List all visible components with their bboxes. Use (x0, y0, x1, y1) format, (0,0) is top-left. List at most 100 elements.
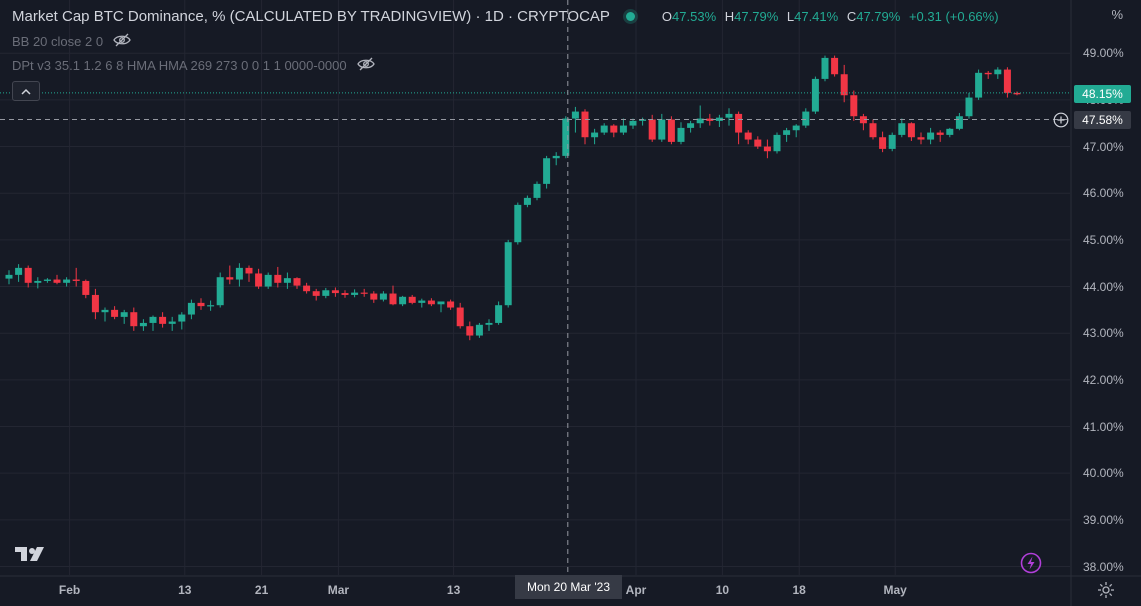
candle-body (255, 273, 263, 287)
candle (303, 282, 311, 294)
close-value: 47.79% (856, 9, 901, 24)
candle-body (715, 117, 723, 121)
candle (207, 300, 215, 311)
candle (514, 202, 522, 245)
candle (485, 319, 493, 331)
candle-body (475, 324, 483, 336)
crosshair-date-label: Mon 20 Mar '23 (515, 575, 622, 599)
candle (120, 309, 128, 324)
candle-body (149, 316, 157, 323)
gear-icon[interactable] (1097, 581, 1115, 604)
candle-body (898, 123, 906, 135)
candle-body (437, 301, 445, 305)
candle (187, 299, 195, 320)
candle (437, 301, 445, 313)
open-value: 47.53% (672, 9, 717, 24)
candle-body (283, 278, 291, 283)
candle (331, 287, 339, 297)
candle-body (168, 321, 176, 324)
candle-body (927, 132, 935, 140)
bolt-icon[interactable] (1020, 552, 1042, 579)
x-tick-label: 21 (254, 583, 269, 597)
candle-body (5, 274, 13, 279)
candle (648, 114, 656, 142)
candle-body (111, 309, 119, 317)
candle (869, 119, 877, 140)
candle-body (24, 267, 32, 283)
candle-body (101, 309, 109, 313)
candle-body (831, 57, 839, 75)
candle (130, 307, 138, 331)
eye-off-icon[interactable] (113, 33, 131, 50)
candle (149, 315, 157, 331)
indicator-bb[interactable]: BB 20 close 2 0 (12, 33, 131, 50)
candle (898, 118, 906, 138)
candle (687, 120, 695, 133)
candle (43, 278, 51, 283)
candle-body (955, 116, 963, 129)
eye-off-icon[interactable] (356, 57, 375, 74)
candle-body (907, 123, 915, 138)
candle (811, 76, 819, 114)
candle-body (571, 111, 579, 119)
candle (351, 289, 359, 298)
grid (0, 0, 1070, 575)
candle-body (341, 293, 349, 295)
candle-body (735, 113, 743, 133)
y-tick-label: 45.00% (1083, 232, 1124, 247)
candle-body (264, 274, 272, 287)
candle-body (418, 300, 426, 303)
candle-body (552, 155, 560, 159)
candle (571, 106, 579, 133)
open-label: O (661, 9, 673, 24)
candle (850, 90, 858, 121)
candle-body (399, 296, 407, 305)
ohlc-readout: O47.53% H47.79% L47.41% C47.79% +0.31 (+… (657, 9, 999, 24)
plus-circle-icon[interactable] (1053, 112, 1069, 128)
collapse-legend-button[interactable] (12, 81, 40, 101)
candle (72, 267, 80, 287)
candle (408, 294, 416, 305)
candle (763, 139, 771, 159)
candle-body (629, 120, 637, 126)
scale-unit[interactable]: % (1111, 7, 1123, 22)
candle-body (965, 97, 973, 117)
candle (255, 268, 263, 289)
candle-body (744, 132, 752, 140)
candle-body (408, 296, 416, 303)
candle-body (696, 118, 704, 124)
candle (658, 113, 666, 142)
candle (917, 132, 925, 145)
candle (418, 298, 426, 308)
candle (322, 287, 330, 299)
x-tick-label: 13 (178, 583, 192, 597)
indicator-dpt[interactable]: DPt v3 35.1 1.2 6 8 HMA HMA 269 273 0 0 … (12, 57, 375, 74)
candle (715, 114, 723, 127)
candle (543, 155, 551, 189)
candle-body (216, 277, 224, 306)
candle-body (322, 290, 330, 296)
tradingview-logo-icon[interactable] (15, 545, 45, 568)
candle (427, 298, 435, 307)
candle (293, 277, 301, 289)
market-status-dot-icon (625, 12, 635, 21)
candle (139, 319, 147, 331)
candle-body (389, 293, 397, 305)
candle-body (139, 322, 147, 327)
candle-body (869, 123, 877, 138)
candle (533, 181, 541, 201)
candle-body (610, 125, 618, 133)
candle (792, 124, 800, 138)
candle (706, 113, 714, 126)
candle (639, 117, 647, 126)
candle (466, 321, 474, 341)
candle-body (994, 69, 1002, 75)
candle (821, 55, 829, 82)
candle-body (581, 111, 589, 138)
candle (235, 263, 243, 287)
candle-body (859, 116, 867, 124)
y-tick-label: 41.00% (1083, 419, 1124, 434)
candle (591, 128, 599, 145)
